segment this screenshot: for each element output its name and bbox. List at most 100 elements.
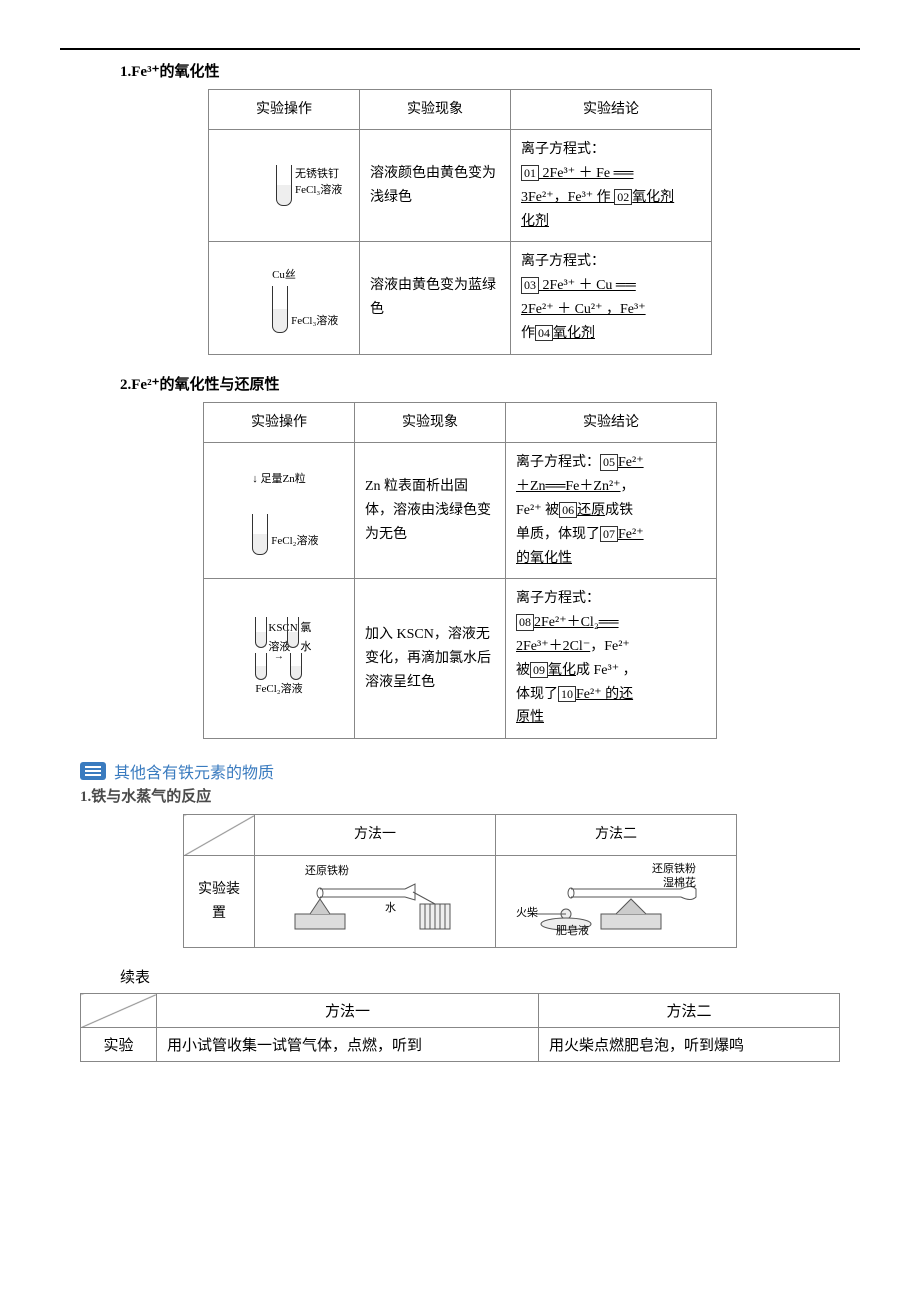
corner-cell [81, 994, 157, 1028]
header-m2: 方法二 [539, 994, 840, 1028]
eq: Fe²⁺ [618, 455, 644, 470]
header-op: 实验操作 [204, 402, 355, 443]
text: Fe²⁺ [618, 527, 644, 542]
header-m1: 方法一 [157, 994, 539, 1028]
dropper-icon: KSCN溶液 [255, 617, 267, 648]
conc-cell: 离子方程式： 01 2Fe³⁺ ＋ Fe ══ 3Fe²⁺，Fe³⁺ 作 02氧… [511, 130, 712, 242]
dropper-icon: 氯水 [287, 617, 299, 648]
test-tube-icon: 无锈铁钉 FeCl₃溶液 [276, 165, 292, 206]
text: 离子方程式： [521, 142, 605, 157]
section3-subtitle: 1.铁与水蒸气的反应 [80, 785, 860, 806]
apparatus-m1-cell: 还原铁粉 水 [255, 856, 496, 948]
label-sol: FeCl₂溶液 [255, 683, 302, 695]
table-methods: 方法一 方法二 实验装置 还原铁粉 水 [183, 814, 737, 948]
phen-cell: 溶液由黄色变为蓝绿色 [360, 242, 511, 354]
phen-cell: Zn 粒表面析出固体，溶液由浅绿色变为无色 [355, 443, 506, 579]
num-box: 08 [516, 614, 534, 630]
section3-badge-text: 其他含有铁元素的物质 [114, 759, 274, 783]
text: 离子方程式： [521, 254, 605, 269]
continue-label: 续表 [120, 966, 860, 987]
test-tube-icon: FeCl₃溶液 [272, 286, 288, 333]
label-wire: Cu丝 [272, 269, 296, 281]
text: 离子方程式： [516, 455, 600, 470]
conc-cell: 离子方程式： 082Fe²⁺＋Cl₂══ 2Fe³⁺＋2Cl⁻，Fe²⁺ 被09… [506, 579, 717, 739]
table-row: ↓ 足量Zn粒 FeCl₂溶液 Zn 粒表面析出固体，溶液由浅绿色变为无色 离子… [204, 443, 717, 579]
text: 成铁 [605, 503, 633, 518]
num-box: 02 [614, 189, 632, 205]
eq: 2Fe²⁺＋Cl₂══ [534, 615, 619, 630]
eq: 2Fe³⁺ ＋ Cu ══ [539, 278, 636, 293]
op-cell: 无锈铁钉 FeCl₃溶液 [209, 130, 360, 242]
diagram-kscn-icon: KSCN溶液 氯水 → FeCl₂溶液 [255, 617, 302, 699]
test-tube-icon [255, 653, 267, 680]
header-m2: 方法二 [496, 815, 737, 856]
text: 氧化剂 [632, 190, 674, 205]
table-continue: 方法一 方法二 实验 用小试管收集一试管气体，点燃，听到 用火柴点燃肥皂泡，听到… [80, 993, 840, 1062]
op-cell: Cu丝 FeCl₃溶液 [209, 242, 360, 354]
section3-header: 其他含有铁元素的物质 [80, 759, 860, 783]
label-water: 水 [385, 899, 396, 918]
label-sol: FeCl₂溶液 [271, 532, 318, 551]
label-sol: FeCl₃溶液 [291, 312, 338, 331]
table-fe2: 实验操作 实验现象 实验结论 ↓ 足量Zn粒 FeCl₂溶液 Zn 粒表面析出固… [203, 402, 717, 740]
section1-title: 1.Fe³⁺的氧化性 [120, 60, 860, 81]
num-box: 10 [558, 686, 576, 702]
text: 氧化剂 [553, 326, 595, 341]
conc-cell: 离子方程式： 03 2Fe³⁺ ＋ Cu ══ 2Fe²⁺ ＋ Cu²⁺ ，Fe… [511, 242, 712, 354]
num-box: 03 [521, 277, 539, 293]
label-soap: 肥皂液 [556, 922, 589, 941]
label-cl: 氯水 [300, 619, 311, 656]
table-row: 方法一 方法二 [81, 994, 840, 1028]
text: 氧化 [548, 663, 576, 678]
eq: 2Fe³⁺ ＋ Fe ══ [539, 166, 633, 181]
label-cotton: 湿棉花 [663, 874, 696, 893]
apparatus-m1-icon: 还原铁粉 水 [275, 864, 475, 939]
num-box: 05 [600, 454, 618, 470]
op-cell: ↓ 足量Zn粒 FeCl₂溶液 [204, 443, 355, 579]
top-rule [60, 48, 860, 50]
text: 化剂 [521, 214, 549, 229]
eq: 2Fe³⁺＋2Cl⁻ [516, 639, 590, 654]
cell-m1: 用小试管收集一试管气体，点燃，听到 [157, 1028, 539, 1062]
num-box: 06 [559, 502, 577, 518]
eq: 2Fe²⁺ ＋ Cu²⁺ ，Fe³⁺ [521, 302, 646, 317]
table-fe3: 实验操作 实验现象 实验结论 无锈铁钉 FeCl₃溶液 溶液颜色由黄色变为浅绿色… [208, 89, 712, 355]
table-row: 实验 用小试管收集一试管气体，点燃，听到 用火柴点燃肥皂泡，听到爆鸣 [81, 1028, 840, 1062]
table-row: 实验操作 实验现象 实验结论 [209, 89, 712, 130]
text: 还原 [577, 503, 605, 518]
label-sol: FeCl₃溶液 [295, 181, 342, 200]
table-row: 方法一 方法二 [184, 815, 737, 856]
table-row: 无锈铁钉 FeCl₃溶液 溶液颜色由黄色变为浅绿色 离子方程式： 01 2Fe³… [209, 130, 712, 242]
header-op: 实验操作 [209, 89, 360, 130]
header-conc: 实验结论 [511, 89, 712, 130]
label-zn: ↓ 足量Zn粒 [252, 473, 305, 485]
header-m1: 方法一 [255, 815, 496, 856]
diagram-cu-icon: Cu丝 FeCl₃溶液 [272, 263, 296, 334]
text: 原性 [516, 710, 544, 725]
conc-cell: 离子方程式：05Fe²⁺ ＋Zn══Fe＋Zn²⁺， Fe²⁺ 被06还原成铁 … [506, 443, 717, 579]
apparatus-m2-icon: 还原铁粉 湿棉花 火柴 肥皂液 [516, 864, 716, 939]
num-box: 07 [600, 526, 618, 542]
row-label: 实验 [81, 1028, 157, 1062]
cell-m2: 用火柴点燃肥皂泡，听到爆鸣 [539, 1028, 840, 1062]
header-phen: 实验现象 [355, 402, 506, 443]
apparatus-m2-cell: 还原铁粉 湿棉花 火柴 肥皂液 [496, 856, 737, 948]
text: 单质，体现了 [516, 527, 600, 542]
num-box: 04 [535, 325, 553, 341]
test-tube-icon: FeCl₂溶液 [252, 514, 268, 555]
diagram-nail-icon: 无锈铁钉 FeCl₃溶液 [276, 165, 292, 206]
table-row: 实验装置 还原铁粉 水 [184, 856, 737, 948]
eq: 3Fe²⁺，Fe³⁺ 作 [521, 190, 614, 205]
section2-title: 2.Fe²⁺的氧化性与还原性 [120, 373, 860, 394]
op-cell: KSCN溶液 氯水 → FeCl₂溶液 [204, 579, 355, 739]
test-tube-icon [290, 653, 302, 680]
table-row: KSCN溶液 氯水 → FeCl₂溶液 加入 KSCN，溶液无变化，再滴加氯水后… [204, 579, 717, 739]
num-box: 01 [521, 165, 539, 181]
text: 作 [521, 326, 535, 341]
table-row: Cu丝 FeCl₃溶液 溶液由黄色变为蓝绿色 离子方程式： 03 2Fe³⁺ ＋… [209, 242, 712, 354]
phen-cell: 加入 KSCN，溶液无变化，再滴加氯水后溶液呈红色 [355, 579, 506, 739]
phen-cell: 溶液颜色由黄色变为浅绿色 [360, 130, 511, 242]
header-phen: 实验现象 [360, 89, 511, 130]
label-match: 火柴 [516, 904, 538, 923]
diagram-zn-icon: ↓ 足量Zn粒 FeCl₂溶液 [252, 467, 305, 556]
